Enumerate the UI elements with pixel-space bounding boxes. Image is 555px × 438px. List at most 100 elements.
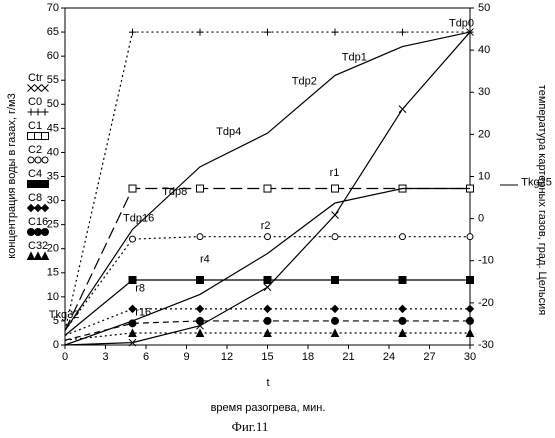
marker (398, 276, 407, 285)
marker (196, 28, 204, 36)
marker (41, 132, 49, 140)
marker (41, 108, 49, 116)
marker (27, 180, 35, 188)
annotation: Tkg25 (521, 176, 552, 188)
annotation: Tdp8 (162, 186, 187, 198)
marker (27, 156, 35, 164)
x-tick-label: 18 (302, 351, 314, 363)
marker (195, 304, 205, 314)
marker (264, 28, 271, 36)
x-tick-label: 6 (143, 351, 149, 363)
x-tick-label: 9 (183, 351, 189, 363)
marker (34, 84, 42, 92)
x-tick-label: 3 (102, 351, 108, 363)
marker (26, 203, 36, 213)
marker (466, 233, 474, 241)
y-tick-label: 45 (47, 122, 59, 134)
y2-tick-label: -20 (478, 297, 494, 309)
y2-tick-label: 50 (478, 2, 490, 14)
annotation: Tdp16 (123, 213, 154, 225)
marker (41, 84, 49, 92)
annotation: Tdp2 (292, 75, 317, 87)
y-tick-label: 40 (47, 146, 59, 158)
y-tick-label: 20 (47, 243, 59, 255)
marker (129, 28, 136, 36)
marker (128, 338, 137, 347)
marker (128, 276, 137, 285)
y2-tick-label: -30 (478, 339, 494, 351)
y-tick-label: 10 (47, 291, 59, 303)
marker (41, 180, 49, 188)
marker (331, 28, 339, 36)
marker (331, 316, 339, 325)
marker (465, 328, 475, 337)
marker (196, 276, 204, 285)
marker (33, 251, 43, 260)
marker (331, 276, 339, 285)
marker (263, 316, 272, 325)
y-tick-label: 25 (47, 219, 59, 231)
marker (330, 304, 340, 314)
x-var-label: t (266, 377, 269, 389)
marker (40, 251, 50, 260)
marker (466, 316, 474, 325)
y-tick-label: 30 (47, 194, 59, 206)
caption: Фиг.11 (232, 419, 269, 434)
marker (465, 304, 475, 314)
marker (398, 304, 407, 314)
marker (129, 235, 136, 243)
x-tick-label: 0 (62, 351, 68, 363)
x-tick-label: 21 (342, 351, 354, 363)
legend-label: C4 (28, 168, 42, 180)
marker (398, 328, 407, 337)
marker (27, 108, 35, 116)
marker (128, 328, 137, 337)
annotation: r1 (330, 167, 340, 179)
marker (399, 28, 406, 36)
marker (398, 105, 407, 113)
y-tick-label: 50 (47, 98, 59, 110)
legend-label: C2 (28, 144, 42, 156)
marker (196, 184, 204, 193)
marker (34, 108, 42, 116)
marker (195, 328, 205, 337)
y2-tick-label: 20 (478, 128, 490, 140)
legend-label: C16 (28, 216, 48, 228)
annotation: Tdp0 (449, 18, 474, 30)
y-tick-label: 65 (47, 26, 59, 38)
marker (34, 156, 42, 164)
series-line (64, 31, 471, 331)
annotation: r2 (261, 220, 271, 232)
plot-frame (64, 7, 471, 346)
marker (263, 328, 272, 337)
marker (196, 233, 204, 241)
y-tick-label: 5 (53, 315, 59, 327)
y-tick-label: 55 (47, 74, 59, 86)
annotation: Tdp1 (342, 51, 367, 63)
marker (264, 233, 271, 241)
marker (41, 156, 49, 164)
annotation: Tkg32 (49, 309, 80, 321)
x-tick-label: 30 (464, 351, 476, 363)
y-axis-label: концентрация воды в газах, г/м3 (6, 93, 18, 258)
y2-tick-label: 0 (478, 213, 484, 225)
annotation: r4 (200, 253, 210, 265)
annotation: Tdp4 (216, 126, 241, 138)
marker (263, 304, 272, 314)
y2-tick-label: 10 (478, 170, 490, 182)
x-tick-label: 27 (423, 351, 435, 363)
y-tick-label: 35 (47, 170, 59, 182)
marker (398, 316, 407, 325)
series-line (64, 187, 470, 346)
marker (27, 132, 35, 140)
y2-axis-label: температура картерных газов, град. Цельс… (536, 85, 548, 315)
marker (263, 184, 272, 193)
marker (263, 276, 272, 285)
marker (331, 211, 339, 219)
marker (41, 228, 49, 236)
legend-label: C8 (28, 192, 42, 204)
marker (128, 184, 137, 193)
legend-label: Ctr (28, 72, 43, 84)
